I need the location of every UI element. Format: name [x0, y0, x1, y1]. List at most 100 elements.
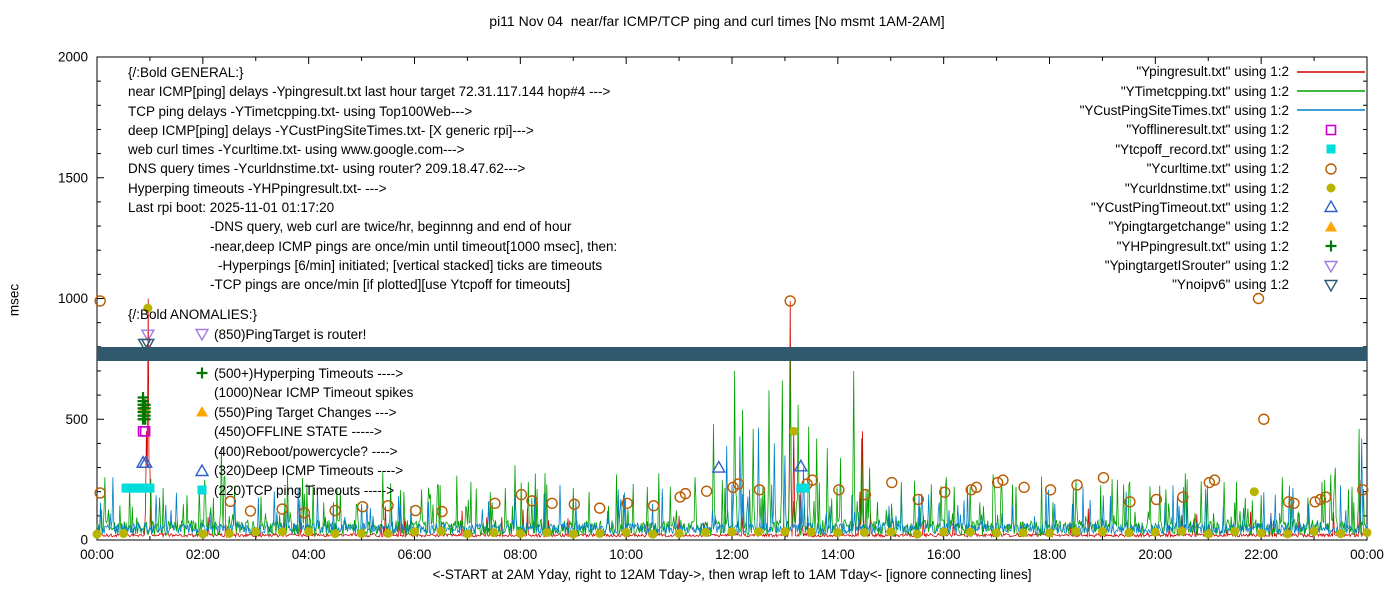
legend-label: "Ypingtargetchange" using 1:2 — [1108, 219, 1289, 235]
y-tick-label: 0 — [80, 533, 88, 548]
general-note-line: web curl times -Ycurltime.txt- using www… — [128, 142, 465, 158]
y-tick-label: 2000 — [58, 50, 88, 65]
x-tick-label: 00:00 — [80, 547, 114, 562]
anomaly-item: (850)PingTarget is router! — [128, 325, 413, 345]
legend-entry: "Ypingresult.txt" using 1:2 — [1080, 62, 1367, 81]
anomaly-text: (400)Reboot/powercycle? ----> — [214, 443, 398, 459]
y-tick-label: 1000 — [58, 291, 88, 306]
x-axis-label: <-START at 2AM Yday, right to 12AM Tday-… — [432, 567, 1032, 582]
legend-entry: "Ycurltime.txt" using 1:2 — [1080, 159, 1367, 178]
x-tick-label: 06:00 — [398, 547, 432, 562]
anomaly-item: (450)OFFLINE STATE -----> — [128, 422, 413, 442]
line-swatch — [1297, 70, 1365, 73]
plus-icon — [196, 367, 208, 379]
y-axis-label: msec — [6, 283, 22, 317]
x-tick-label: 02:00 — [186, 547, 220, 562]
legend-entry: "YHPpingresult.txt" using 1:2 — [1080, 237, 1367, 256]
anomaly-text: (1000)Near ICMP Timeout spikes — [214, 385, 414, 401]
legend-entry: "YTimetcpping.txt" using 1:2 — [1080, 81, 1367, 100]
general-note-line: deep ICMP[ping] delays -YCustPingSiteTim… — [128, 122, 534, 138]
general-note-line: near ICMP[ping] delays -Ypingresult.txt … — [128, 84, 611, 100]
open-circle-icon — [1325, 162, 1337, 175]
line-swatch — [1297, 90, 1365, 92]
x-tick-label: 18:00 — [1033, 547, 1067, 562]
general-note-line: -TCP pings are once/min [if plotted][use… — [210, 277, 571, 293]
open-triangle-down-icon — [1323, 279, 1339, 292]
x-tick-label: 12:00 — [715, 547, 749, 562]
general-note-line: -DNS query, web curl are twice/hr, begin… — [210, 219, 572, 235]
filled-square-icon — [1326, 144, 1336, 154]
noipv6-band — [97, 347, 1367, 362]
anomaly-item: (400)Reboot/powercycle? ----> — [128, 442, 413, 462]
axes: 0 500 1000 1500 2000 00:00 02:00 04:00 06:00 08:0… — [58, 50, 1384, 563]
series-points-ynoipv6 — [137, 338, 156, 352]
legend-label: "Ytcpoff_record.txt" using 1:2 — [1115, 141, 1289, 157]
series-points-ytcpoff-record-tcp-ping-timeouts — [121, 483, 810, 493]
legend: "Ypingresult.txt" using 1:2 "YTimetcpping… — [1080, 62, 1367, 295]
filled-circle-icon — [1326, 183, 1336, 193]
general-note-line: -near,deep ICMP pings are once/min until… — [210, 238, 618, 254]
legend-label: "YCustPingTimeout.txt" using 1:2 — [1090, 199, 1289, 215]
x-tick-label: 08:00 — [503, 547, 537, 562]
legend-entry: "Ytcpoff_record.txt" using 1:2 — [1080, 140, 1367, 159]
open-triangle-up-icon — [1323, 200, 1339, 213]
legend-label: "YTimetcpping.txt" using 1:2 — [1120, 83, 1289, 99]
plus-marker-slot — [194, 366, 214, 380]
anomaly-text: (550)Ping Target Changes ---> — [214, 404, 397, 420]
legend-label: "Ypingresult.txt" using 1:2 — [1136, 64, 1289, 80]
general-note-line: {/:Bold GENERAL:} — [128, 65, 244, 80]
open-triangle-up-icon — [194, 463, 210, 476]
series-points-ycustpingtimeout-deep-icmp-timeouts — [135, 455, 808, 473]
series-points-ycurltime-web-curl — [94, 292, 1369, 519]
legend-label: "YCustPingSiteTimes.txt" using 1:2 — [1079, 102, 1289, 118]
legend-label: "Ycurltime.txt" using 1:2 — [1146, 161, 1289, 177]
legend-label: "YHPpingresult.txt" using 1:2 — [1116, 238, 1289, 254]
anomaly-item: (220)TCP ping Timeouts -----> — [128, 481, 413, 501]
anomaly-text: (500+)Hyperping Timeouts ----> — [214, 365, 404, 381]
general-annotation: {/:Bold GENERAL:} near ICMP[ping] delays … — [128, 63, 617, 295]
legend-entry: "YCustPingSiteTimes.txt" using 1:2 — [1080, 101, 1367, 120]
anomalies-header: {/:Bold ANOMALIES:} — [128, 307, 258, 322]
anomalies-annotation: {/:Bold ANOMALIES:} (850)PingTarget is r… — [128, 305, 413, 500]
plus-icon — [1325, 240, 1337, 252]
anomaly-item: (1000)Near ICMP Timeout spikes — [128, 383, 413, 403]
y-tick-label: 1500 — [58, 170, 88, 185]
series-points-ycurldnstime-dns-query — [92, 303, 1372, 539]
x-tick-label: 22:00 — [1244, 547, 1278, 562]
series-points-yhppingresult-hyperping-timeouts — [137, 392, 151, 425]
legend-entry: "Yofflineresult.txt" using 1:2 — [1080, 120, 1367, 139]
general-note-line: DNS query times -Ycurldnstime.txt- using… — [128, 161, 526, 177]
line-swatch — [1297, 109, 1365, 112]
legend-label: "YpingtargetISrouter" using 1:2 — [1104, 258, 1289, 274]
x-tick-label: 16:00 — [927, 547, 961, 562]
general-note-line: Hyperping timeouts -YHPpingresult.txt- -… — [128, 180, 387, 196]
filled-triangle-up-icon — [1325, 220, 1337, 232]
general-note-line: TCP ping delays -YTimetcpping.txt- using… — [128, 103, 473, 119]
legend-entry: "YCustPingTimeout.txt" using 1:2 — [1080, 198, 1367, 217]
legend-label: "Ynoipv6" using 1:2 — [1172, 277, 1289, 293]
y-tick-label: 500 — [65, 412, 88, 427]
legend-entry: "YpingtargetISrouter" using 1:2 — [1080, 256, 1367, 275]
anomaly-text: (220)TCP ping Timeouts -----> — [214, 482, 395, 498]
series-points-yofflineresult-offline-state — [137, 426, 151, 437]
anomaly-item: (500+)Hyperping Timeouts ----> — [128, 364, 413, 384]
filled-square-icon — [197, 485, 207, 495]
anomaly-item: (320)Deep ICMP Timeouts ----> — [128, 461, 413, 481]
chart-title: pi11 Nov 04 near/far ICMP/TCP ping and c… — [489, 13, 945, 29]
legend-label: "Yofflineresult.txt" using 1:2 — [1126, 122, 1289, 138]
general-note-line: -Hyperpings [6/min] initiated; [vertical… — [218, 257, 603, 273]
open-triangle-down-icon — [194, 329, 210, 342]
x-tick-label: 20:00 — [1138, 547, 1172, 562]
legend-entry: "Ynoipv6" using 1:2 — [1080, 275, 1367, 294]
series-points-ypingtargetisrouter — [140, 329, 156, 343]
filled-triangle-up-marker-slot — [194, 405, 214, 419]
open-triangle-down-marker-slot — [194, 327, 214, 342]
filled-triangle-up-icon — [196, 406, 208, 417]
anomaly-text: (850)PingTarget is router! — [214, 326, 367, 342]
open-triangle-up-marker-slot — [194, 463, 214, 478]
legend-entry: "Ycurldnstime.txt" using 1:2 — [1080, 178, 1367, 197]
x-tick-label: 14:00 — [821, 547, 855, 562]
open-triangle-down-icon — [1323, 260, 1339, 273]
